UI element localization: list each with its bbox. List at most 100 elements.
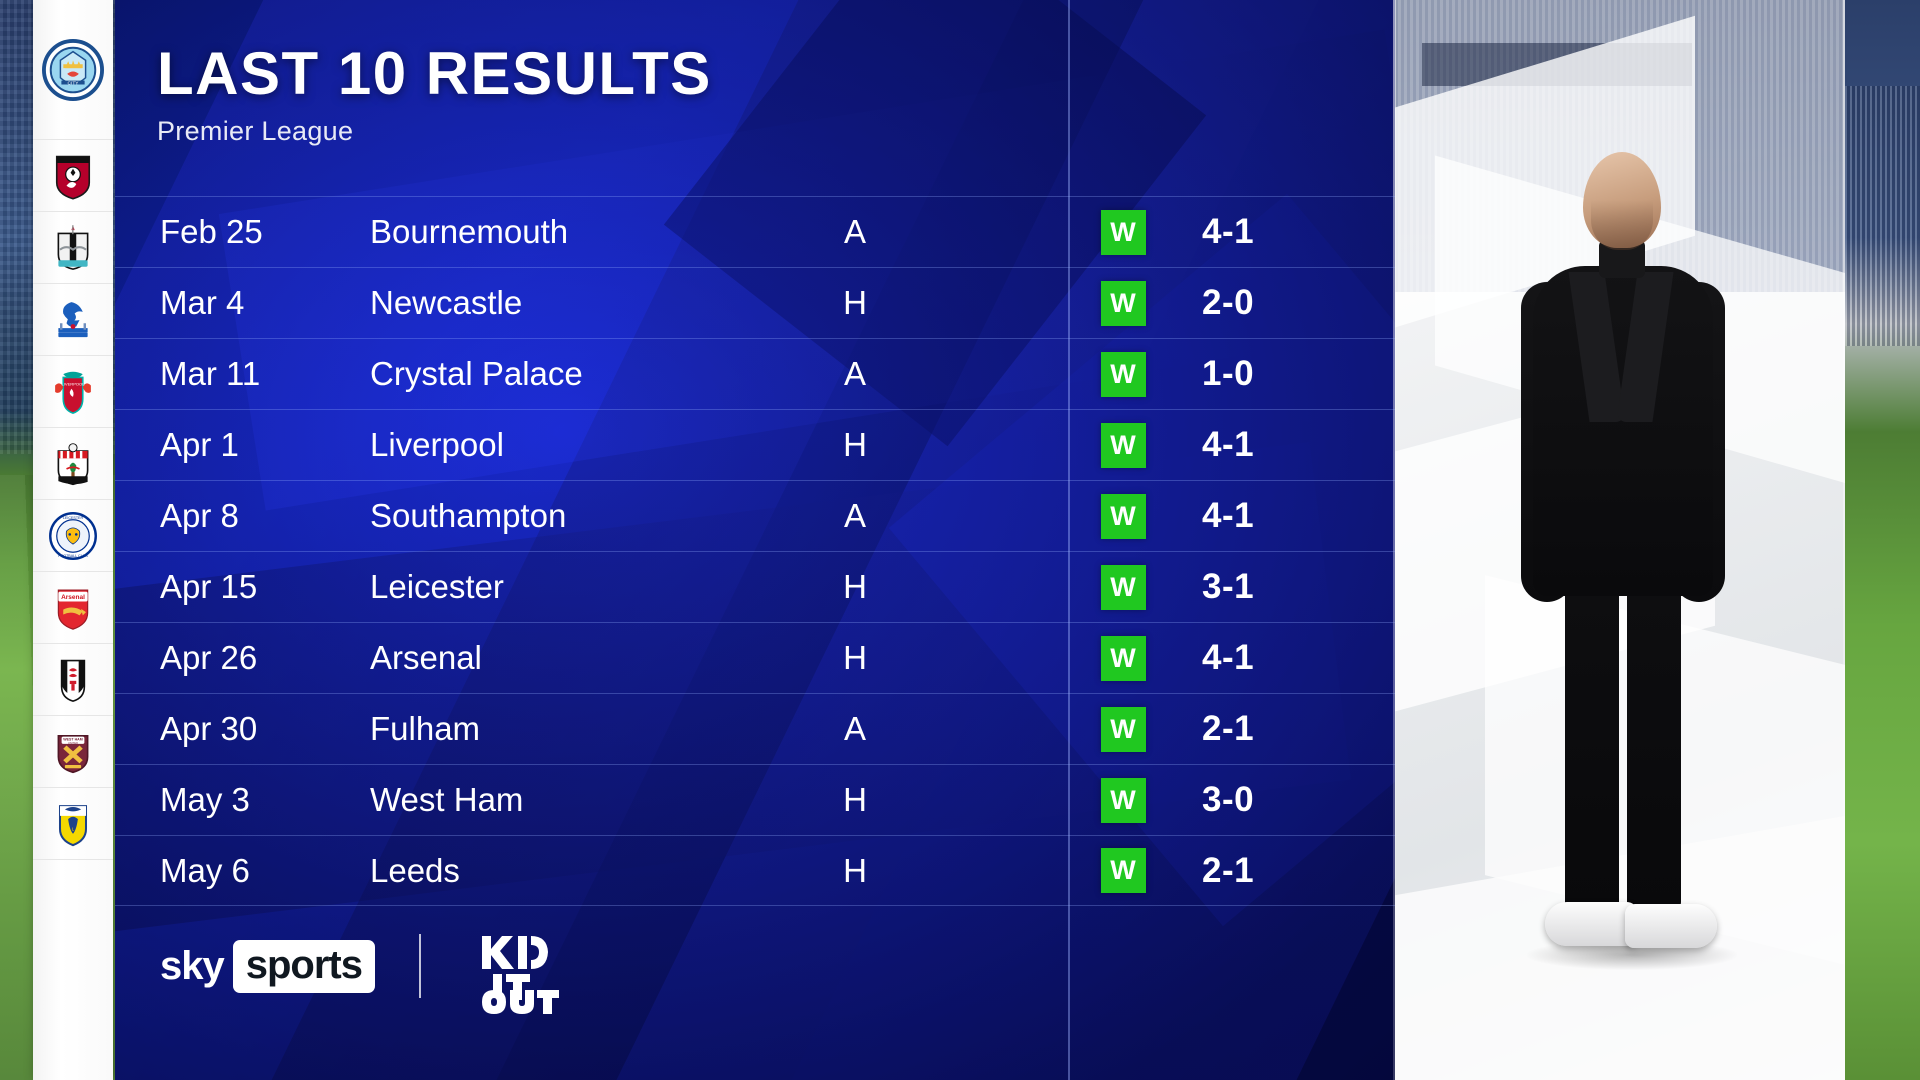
fulham-crest-icon: [60, 659, 86, 702]
crest-slot-bournemouth[interactable]: [33, 140, 113, 212]
footer-logos: sky sports: [160, 916, 565, 1016]
crest-slot-fulham[interactable]: [33, 644, 113, 716]
sky-wordmark: sky: [160, 943, 225, 988]
cell-result-badge: W: [1068, 351, 1178, 397]
manager-photo-panel: [1395, 0, 1845, 1080]
cell-result-badge: W: [1068, 564, 1178, 610]
liverpool-crest-icon: LIVERPOOL: [55, 371, 91, 414]
result-badge: W: [1100, 351, 1146, 397]
crest-slot-leicester[interactable]: LEICESTER FOOTBALL CLUB: [33, 500, 113, 572]
cell-venue: H: [843, 851, 867, 889]
cell-date: Apr 30: [160, 710, 258, 747]
panel-vignette: [115, 0, 1395, 1080]
result-badge: W: [1100, 635, 1146, 681]
table-row[interactable]: Mar 4 Newcastle H W 2-0: [115, 267, 1395, 338]
svg-text:UNITED: UNITED: [68, 740, 78, 744]
crest-slot-crystal-palace[interactable]: [33, 284, 113, 356]
page-title: LAST 10 RESULTS: [157, 40, 712, 107]
figure-right-shoe: [1625, 904, 1717, 948]
table-row[interactable]: Apr 1 Liverpool H W 4-1: [115, 409, 1395, 480]
manager-figure: [1487, 94, 1757, 1054]
table-row[interactable]: Feb 25 Bournemouth A W 4-1: [115, 196, 1395, 267]
figure-left-leg: [1565, 580, 1619, 910]
cell-score: 4-1: [1202, 638, 1255, 677]
cell-result-badge: W: [1068, 280, 1178, 326]
sky-sports-logo: sky sports: [160, 939, 375, 993]
cell-score: 3-1: [1202, 567, 1255, 606]
table-row[interactable]: Apr 26 Arsenal H W 4-1: [115, 622, 1395, 693]
crest-slot-leeds[interactable]: L: [33, 788, 113, 860]
cell-venue: A: [843, 213, 866, 250]
crest-slot-manchester-city[interactable]: CITY: [33, 0, 113, 140]
cell-score: 2-1: [1202, 850, 1255, 890]
table-row[interactable]: Mar 11 Crystal Palace A W 1-0: [115, 338, 1395, 409]
figure-torso: [1533, 266, 1713, 596]
results-table: Feb 25 Bournemouth A W 4-1 Mar 4 Newcastle H W 2-…: [115, 196, 1395, 906]
cell-opponent: Arsenal: [370, 639, 482, 676]
cell-opponent: Liverpool: [370, 426, 504, 463]
svg-text:FOOTBALL CLUB: FOOTBALL CLUB: [58, 554, 88, 558]
figure-right-leg: [1627, 580, 1681, 910]
result-badge: W: [1100, 564, 1146, 610]
table-row[interactable]: Apr 15 Leicester H W 3-1: [115, 551, 1395, 622]
panel-header: LAST 10 RESULTS Premier League: [157, 44, 712, 147]
manchester-city-crest-icon: CITY: [42, 38, 104, 101]
result-badge: W: [1100, 209, 1146, 255]
cell-venue: A: [843, 710, 866, 747]
cell-venue: H: [843, 284, 867, 321]
logo-separator: [419, 934, 421, 998]
cell-result-badge: W: [1068, 777, 1178, 823]
result-badge: W: [1100, 848, 1146, 893]
cell-opponent: Fulham: [370, 710, 481, 747]
cell-opponent: West Ham: [370, 781, 524, 818]
crest-slot-newcastle[interactable]: [33, 212, 113, 284]
cell-date: Mar 11: [160, 355, 261, 392]
cell-result-badge: W: [1068, 706, 1178, 752]
right-strip-crowd: [1845, 86, 1920, 346]
cell-opponent: Southampton: [370, 497, 567, 534]
crest-slot-west-ham[interactable]: WEST HAM UNITED: [33, 716, 113, 788]
cell-date: May 6: [160, 851, 250, 889]
cell-score: 1-0: [1202, 354, 1255, 393]
cell-date: May 3: [160, 781, 250, 818]
column-divider: [1068, 0, 1070, 1080]
results-panel: LAST 10 RESULTS Premier League Feb 25 Bou…: [115, 0, 1395, 1080]
photo-right-edge: [1843, 0, 1846, 1080]
cell-opponent: Newcastle: [370, 284, 523, 321]
cell-result-badge: W: [1068, 209, 1178, 255]
crest-slot-arsenal[interactable]: Arsenal: [33, 572, 113, 644]
svg-text:Arsenal: Arsenal: [61, 594, 85, 601]
crystal-palace-crest-icon: [58, 301, 88, 337]
cell-result-badge: W: [1068, 848, 1178, 893]
club-crest-sidebar: CITY: [33, 0, 113, 1080]
cell-venue: H: [843, 781, 867, 818]
cell-score: 4-1: [1202, 496, 1255, 535]
svg-text:LEICESTER: LEICESTER: [63, 515, 84, 519]
result-badge: W: [1100, 706, 1146, 752]
cell-result-badge: W: [1068, 493, 1178, 539]
table-row[interactable]: May 6 Leeds H W 2-1: [115, 835, 1395, 906]
crest-slot-liverpool[interactable]: LIVERPOOL: [33, 356, 113, 428]
table-row[interactable]: Apr 30 Fulham A W 2-1: [115, 693, 1395, 764]
bournemouth-crest-icon: [55, 155, 91, 200]
figure-head: [1583, 152, 1661, 248]
table-row[interactable]: May 3 West Ham H W 3-0: [115, 764, 1395, 835]
page-subtitle: Premier League: [157, 116, 354, 146]
cell-date: Feb 25: [160, 213, 263, 250]
cell-date: Apr 1: [160, 426, 239, 463]
crest-slot-southampton[interactable]: [33, 428, 113, 500]
result-badge: W: [1100, 422, 1146, 468]
cell-venue: H: [843, 568, 867, 605]
cell-date: Apr 15: [160, 568, 258, 605]
cell-opponent: Bournemouth: [370, 213, 569, 250]
cell-score: 2-0: [1202, 283, 1255, 322]
cell-score: 4-1: [1202, 425, 1255, 464]
figure-left-shoe: [1545, 902, 1637, 946]
cell-score: 4-1: [1202, 212, 1255, 251]
result-badge: W: [1100, 777, 1146, 823]
cell-result-badge: W: [1068, 422, 1178, 468]
west-ham-crest-icon: WEST HAM UNITED: [57, 734, 89, 773]
kick-it-out-logo-icon: [482, 936, 559, 1014]
table-row[interactable]: Apr 8 Southampton A W 4-1: [115, 480, 1395, 551]
